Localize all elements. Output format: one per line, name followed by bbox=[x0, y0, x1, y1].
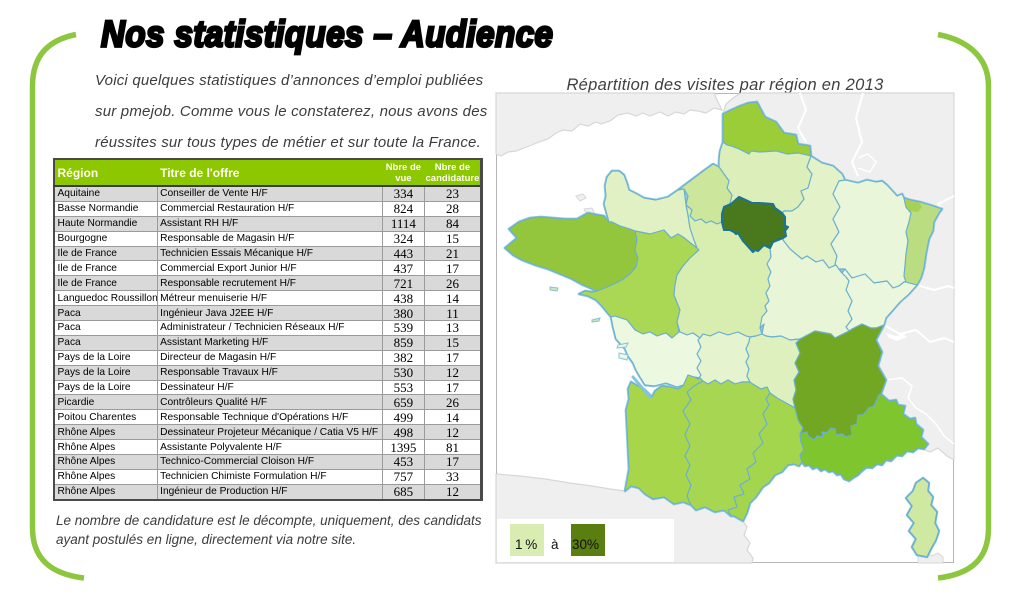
svg-text:à: à bbox=[551, 537, 559, 552]
svg-text:30%: 30% bbox=[572, 537, 599, 552]
svg-text:1 %: 1 % bbox=[515, 537, 537, 552]
